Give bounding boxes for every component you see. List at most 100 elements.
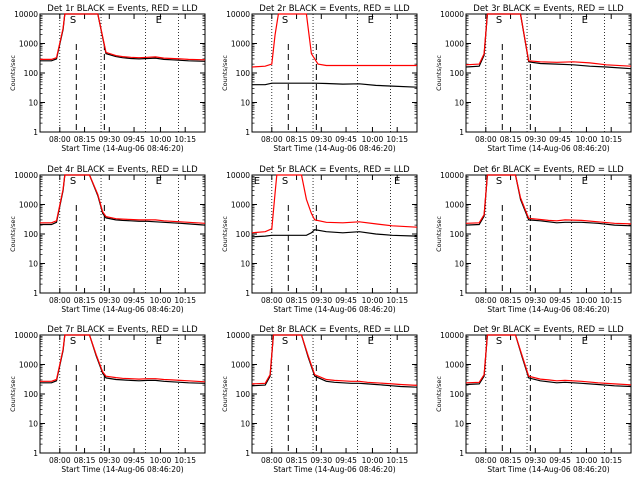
x-axis-label: Start Time (14-Aug-06 08:46:20) — [487, 305, 609, 314]
annotation-s: S — [496, 176, 502, 187]
x-tick-label: 08:15 — [74, 456, 96, 465]
y-tick-label: 1 — [245, 289, 250, 298]
y-axis-label: Counts/sec — [9, 55, 17, 91]
plot-frame — [251, 334, 418, 454]
panel-det-4: Det 4r BLACK = Events, RED = LLD 1 10 100 10… — [9, 165, 206, 314]
annotation-s: S — [70, 15, 76, 26]
x-tick-label: 10:00 — [576, 135, 598, 144]
x-axis-label: Start Time (14-Aug-06 08:46:20) — [61, 465, 183, 474]
panel-det-5: Det 5r BLACK = Events, RED = LLD 1 10 100 10… — [221, 165, 418, 314]
x-axis-label: Start Time (14-Aug-06 08:46:20) — [273, 465, 395, 474]
x-tick-label: 10:00 — [576, 456, 598, 465]
y-axis-label: Counts/sec — [435, 55, 443, 91]
panel-title: Det 2r BLACK = Events, RED = LLD — [259, 4, 410, 14]
x-tick-label: 08:00 — [261, 135, 283, 144]
x-tick-label: 09:45 — [123, 296, 145, 305]
x-tick-label: 08:00 — [475, 135, 497, 144]
x-tick-label: 08:00 — [261, 456, 283, 465]
panel-title: Det 3r BLACK = Events, RED = LLD — [473, 4, 624, 14]
panel-det-9: Det 9r BLACK = Events, RED = LLD 1 10 100 10… — [435, 325, 632, 474]
y-tick-label: 10 — [28, 99, 38, 108]
x-tick-label: 10:00 — [150, 456, 172, 465]
annotation-e: E — [582, 15, 588, 26]
x-tick-label: 08:15 — [500, 135, 522, 144]
y-tick-label: 1000 — [445, 40, 464, 49]
x-tick-label: 10:00 — [362, 135, 384, 144]
panel-det-6: Det 6r BLACK = Events, RED = LLD 1 10 100 10… — [435, 165, 632, 314]
x-tick-label: 10:15 — [600, 456, 622, 465]
annotation-e: E — [368, 336, 374, 347]
panel-title: Det 6r BLACK = Events, RED = LLD — [473, 165, 624, 175]
y-tick-label: 100 — [24, 390, 39, 399]
x-tick-label: 08:00 — [49, 456, 71, 465]
annotation-s: S — [282, 176, 288, 187]
annotation-s: S — [282, 336, 288, 347]
lld-series-line — [465, 334, 632, 386]
plot-frame — [465, 13, 632, 133]
x-tick-label: 09:45 — [549, 456, 571, 465]
x-tick-label: 09:45 — [335, 456, 357, 465]
lld-series-line — [465, 13, 632, 67]
y-axis-label: Counts/sec — [221, 55, 229, 91]
plot-frame — [39, 174, 206, 294]
events-series-line — [40, 334, 206, 384]
y-tick-label: 1000 — [445, 361, 464, 370]
y-tick-label: 1 — [245, 449, 250, 458]
y-tick-label: 1 — [33, 449, 38, 458]
y-axis-label: Counts/sec — [221, 376, 229, 412]
annotation-s: S — [282, 15, 288, 26]
plot-frame — [465, 334, 632, 454]
events-series-line — [252, 82, 418, 88]
x-tick-label: 09:45 — [123, 135, 145, 144]
y-tick-label: 1 — [33, 289, 38, 298]
panel-det-2: Det 2r BLACK = Events, RED = LLD 1 10 100 10… — [221, 4, 418, 153]
x-tick-label: 09:30 — [98, 135, 120, 144]
x-tick-label: 09:30 — [524, 456, 546, 465]
annotation-s: S — [70, 336, 76, 347]
panel-title: Det 5r BLACK = Events, RED = LLD — [259, 165, 410, 175]
plot-frame — [251, 13, 418, 133]
y-tick-label: 100 — [236, 230, 251, 239]
events-series-line — [465, 334, 632, 388]
events-series-line — [465, 13, 632, 70]
y-tick-label: 10 — [240, 420, 250, 429]
annotation-e: E — [254, 176, 260, 187]
panel-title: Det 9r BLACK = Events, RED = LLD — [473, 325, 624, 335]
x-tick-label: 08:15 — [74, 296, 96, 305]
annotation-e: E — [582, 176, 588, 187]
y-tick-label: 1 — [459, 289, 464, 298]
lld-series-line — [251, 334, 418, 386]
y-tick-label: 1000 — [19, 361, 38, 370]
x-tick-label: 09:30 — [98, 296, 120, 305]
x-tick-label: 10:15 — [386, 456, 408, 465]
y-tick-label: 10 — [454, 99, 464, 108]
x-tick-label: 09:30 — [310, 135, 332, 144]
y-tick-label: 10000 — [440, 171, 464, 180]
x-axis-label: Start Time (14-Aug-06 08:46:20) — [273, 144, 395, 153]
y-axis-label: Counts/sec — [9, 216, 17, 252]
y-tick-label: 10 — [240, 260, 250, 269]
y-axis-label: Counts/sec — [221, 216, 229, 252]
x-tick-label: 08:00 — [49, 135, 71, 144]
x-tick-label: 09:30 — [98, 456, 120, 465]
lld-series-line — [40, 13, 206, 61]
annotation-e: E — [368, 15, 374, 26]
x-tick-label: 10:15 — [600, 296, 622, 305]
y-tick-label: 10 — [28, 420, 38, 429]
x-tick-label: 09:45 — [549, 296, 571, 305]
x-tick-label: 08:00 — [475, 456, 497, 465]
y-tick-label: 1000 — [231, 40, 250, 49]
x-tick-label: 08:15 — [500, 296, 522, 305]
panel-title: Det 8r BLACK = Events, RED = LLD — [259, 325, 410, 335]
y-axis-label: Counts/sec — [9, 376, 17, 412]
x-axis-label: Start Time (14-Aug-06 08:46:20) — [61, 144, 183, 153]
annotation-e: E — [156, 176, 162, 187]
x-tick-label: 08:00 — [475, 296, 497, 305]
events-series-line — [40, 13, 206, 62]
annotation-s: S — [496, 15, 502, 26]
x-axis-label: Start Time (14-Aug-06 08:46:20) — [487, 465, 609, 474]
events-series-line — [251, 334, 418, 388]
panel-det-7: Det 7r BLACK = Events, RED = LLD 1 10 100 10… — [9, 325, 206, 474]
annotation-e: E — [156, 15, 162, 26]
